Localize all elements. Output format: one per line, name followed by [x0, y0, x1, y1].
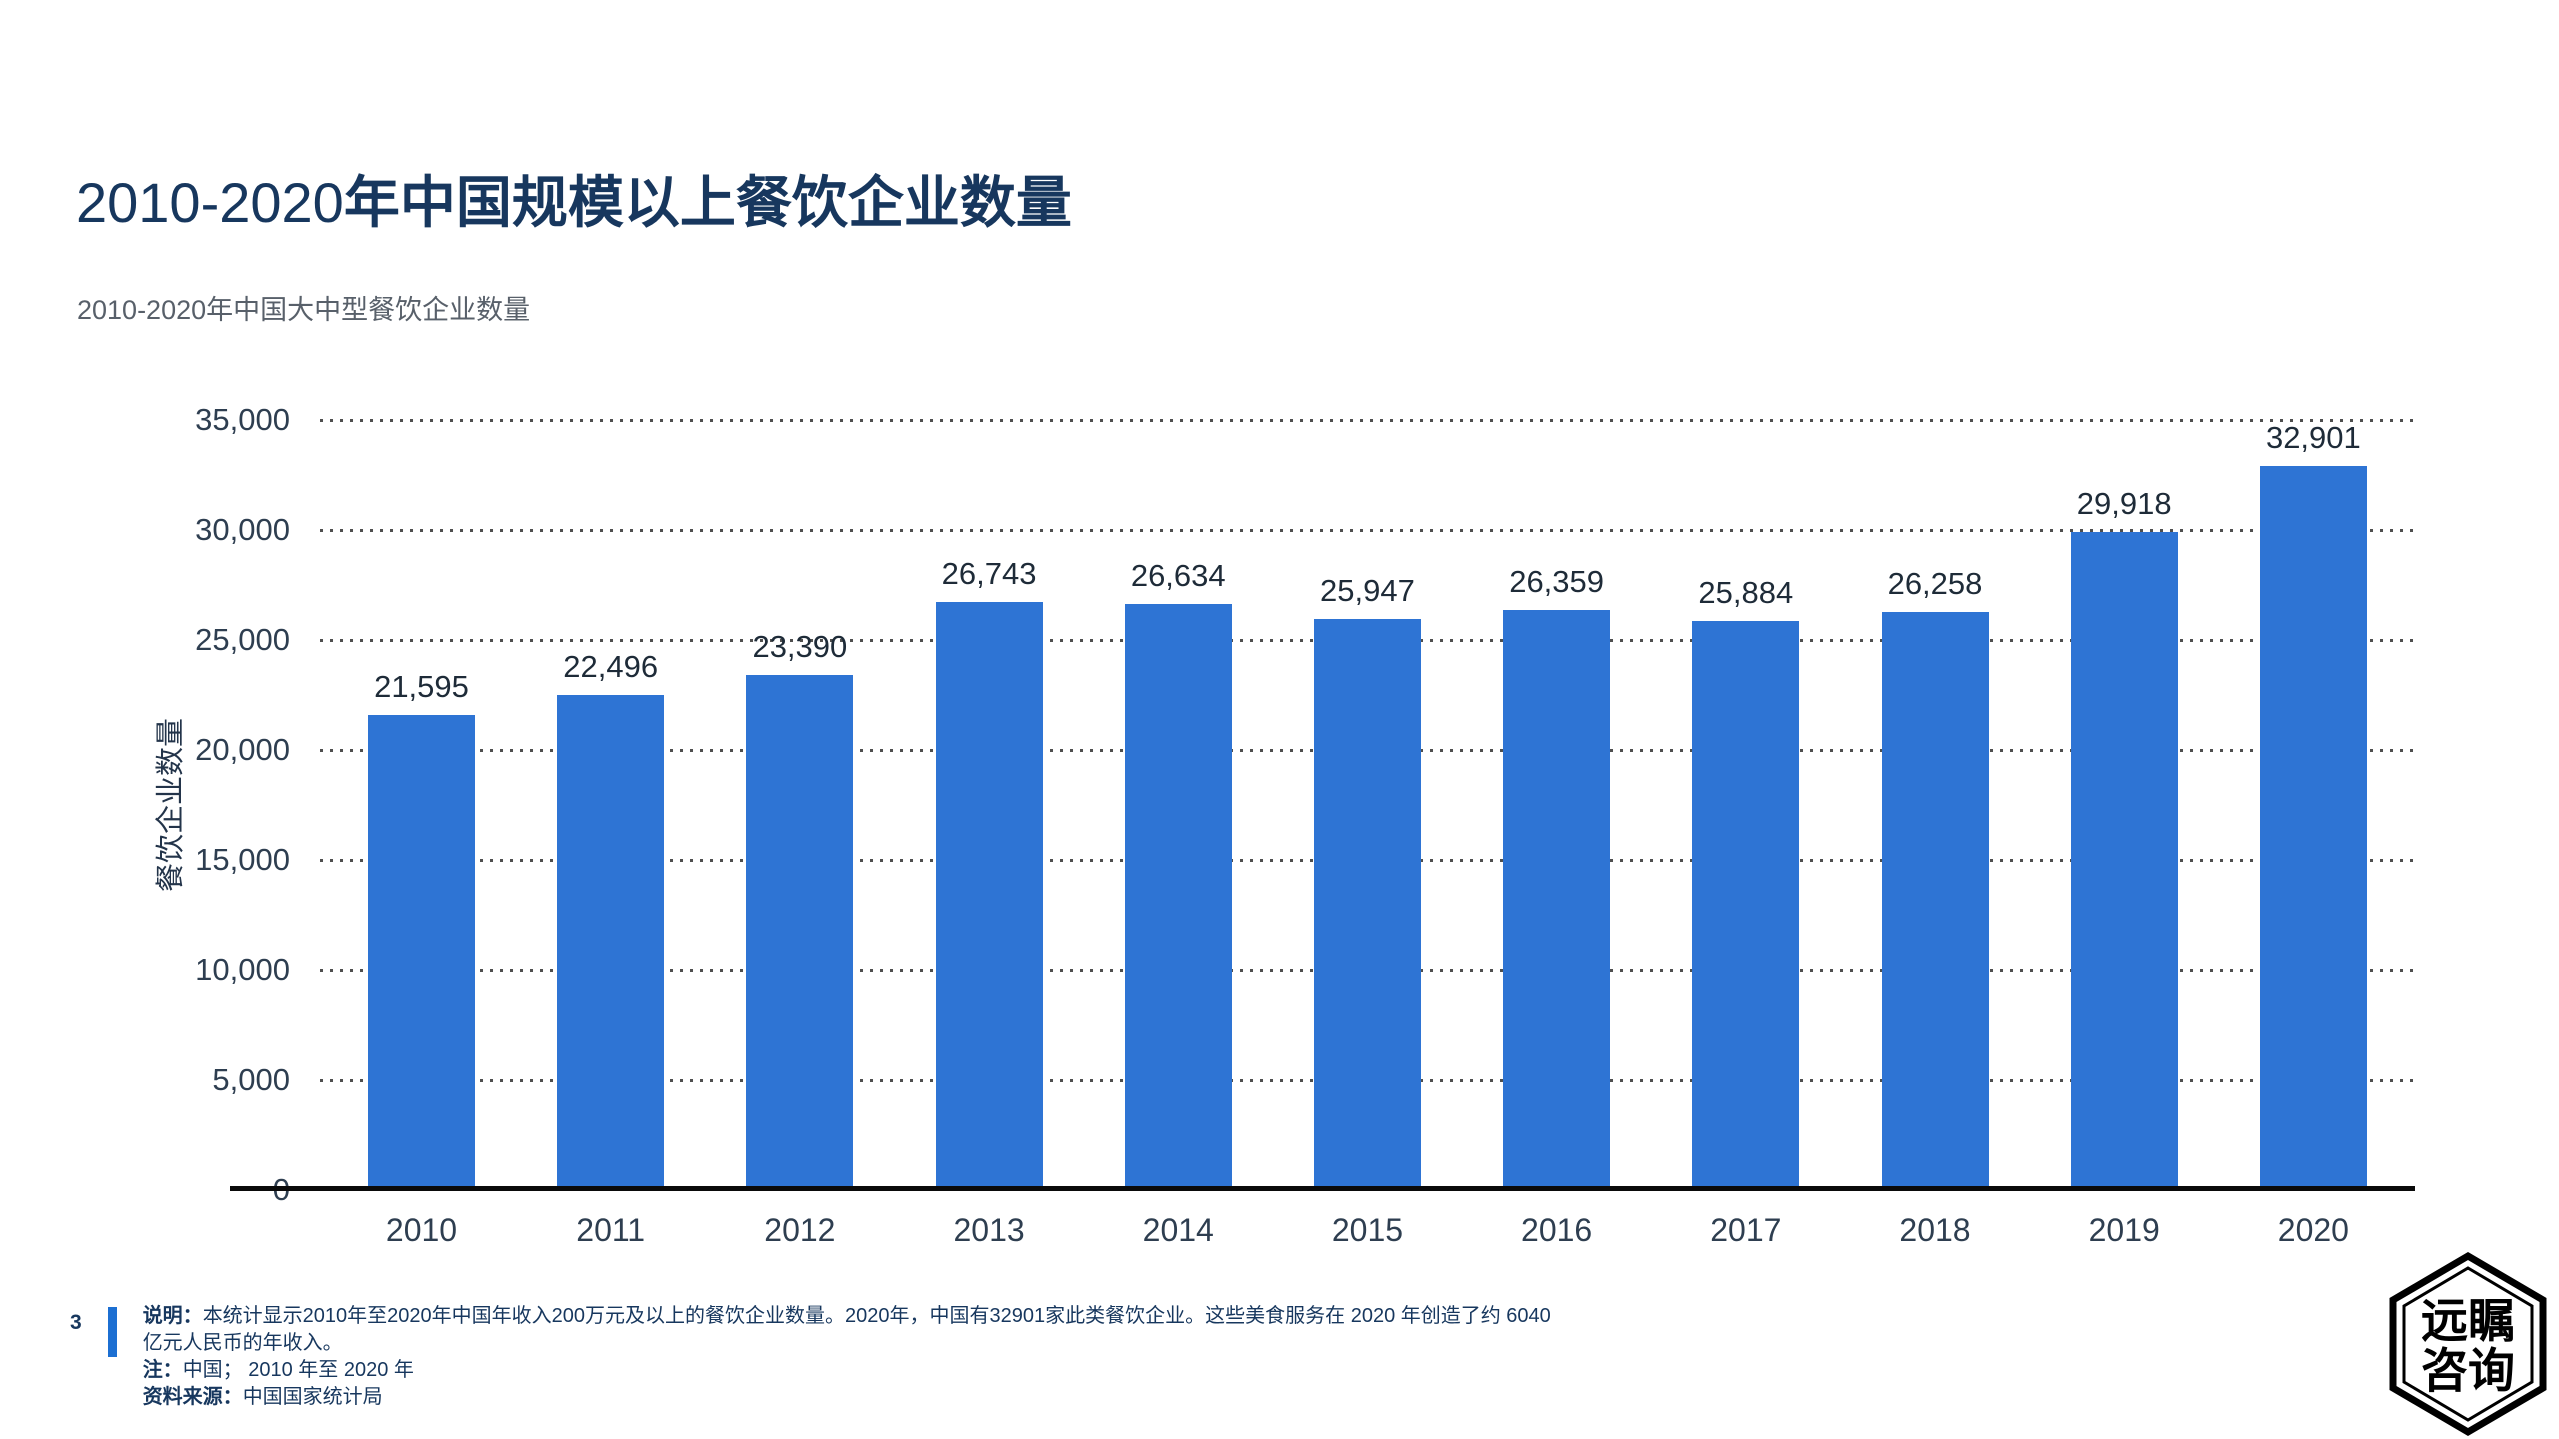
- bar-group-2017: 25,884: [1692, 574, 1800, 1190]
- source-text: 中国国家统计局: [242, 1386, 383, 1408]
- page-title-text: 年中国规模以上餐饮企业数量: [343, 171, 1072, 234]
- bar-value-label-2018: 26,258: [1887, 566, 1983, 602]
- note-line: 说明：本统计显示2010年至2020年中国年收入200万元及以上的餐饮企业数量。…: [143, 1303, 1563, 1357]
- bar-2016: [1503, 610, 1611, 1190]
- bar-value-label-2014: 26,634: [1130, 558, 1226, 594]
- bar-value-label-2012: 23,390: [752, 629, 848, 665]
- footer-accent-bar: [107, 1307, 117, 1357]
- bar-2014: [1124, 604, 1232, 1190]
- bar-2018: [1881, 612, 1989, 1190]
- bar-group-2020: 32,901: [2259, 420, 2367, 1190]
- bar-value-label-2013: 26,743: [941, 555, 1037, 591]
- y-axis-tick-labels: 05,00010,00015,00020,00025,00030,00035,0…: [120, 403, 290, 1207]
- logo-text-line2: 咨询: [2421, 1344, 2515, 1399]
- logo-hexagon-inner: [2402, 1266, 2534, 1422]
- bar-group-2015: 25,947: [1313, 573, 1421, 1190]
- x-tick-2019: 2019: [2088, 1212, 2160, 1248]
- y-tick-label-35,000: 35,000: [195, 402, 290, 437]
- y-tick-label-5,000: 5,000: [212, 1062, 290, 1097]
- page-number: 3: [70, 1311, 82, 1334]
- bar-2011: [557, 695, 665, 1190]
- y-tick-label-15,000: 15,000: [195, 842, 290, 877]
- y-tick-label-20,000: 20,000: [195, 732, 290, 767]
- bar-value-label-2015: 25,947: [1320, 573, 1415, 609]
- bar-2012: [746, 675, 854, 1190]
- bar-group-2016: 26,359: [1503, 564, 1611, 1190]
- x-tick-2013: 2013: [953, 1212, 1025, 1248]
- x-tick-2018: 2018: [1899, 1212, 1971, 1248]
- note-label: 说明：: [142, 1305, 203, 1327]
- y-tick-label-30,000: 30,000: [195, 512, 290, 547]
- page-subtitle: 2010-2020年中国大中型餐饮企业数量: [77, 295, 531, 325]
- bar-2010: [368, 714, 475, 1190]
- x-tick-2020: 2020: [2277, 1212, 2349, 1248]
- y-tick-label-10,000: 10,000: [195, 952, 290, 987]
- scope-line: 注：中国； 2010 年至 2020 年: [143, 1357, 1563, 1384]
- footer: 3 说明：本统计显示2010年至2020年中国年收入200万元及以上的餐饮企业数…: [70, 1303, 1563, 1411]
- footer-notes: 说明：本统计显示2010年至2020年中国年收入200万元及以上的餐饮企业数量。…: [143, 1303, 1563, 1411]
- bar-value-label-2010: 21,595: [374, 668, 469, 704]
- bar-2017: [1692, 620, 1800, 1190]
- bar-value-label-2020: 32,901: [2265, 420, 2361, 456]
- y-tick-label-25,000: 25,000: [195, 622, 290, 657]
- bar-value-label-2011: 22,496: [563, 649, 659, 685]
- bar-group-2010: 21,595: [368, 669, 475, 1190]
- logo-hexagon-outer: [2389, 1251, 2547, 1437]
- bar-group-2014: 26,634: [1124, 558, 1232, 1190]
- x-tick-2010: 2010: [385, 1212, 458, 1248]
- source-line: 资料来源：中国国家统计局: [143, 1384, 1563, 1411]
- bar-series: 21,595 22,496 23,390 26,743 26,634 25,947 26,3…: [320, 420, 2415, 1190]
- bar-group-2013: 26,743: [935, 555, 1043, 1190]
- gridline-30,000: [320, 529, 2415, 532]
- logo-text-line1: 远瞩: [2421, 1294, 2515, 1349]
- bar-chart-plot-area: 21,595 22,496 23,390 26,743 26,634 25,947 26,3…: [320, 419, 2415, 1190]
- x-tick-2011: 2011: [576, 1212, 646, 1248]
- x-tick-2014: 2014: [1142, 1212, 1214, 1248]
- x-axis-tick-labels: 2010 2011 2012 2013 2014 2015 2016 2017 2018 2019…: [320, 1212, 2415, 1249]
- bar-value-label-2017: 25,884: [1698, 574, 1794, 610]
- x-tick-2016: 2016: [1521, 1212, 1593, 1248]
- page-title-years: 2010-2020: [76, 171, 344, 234]
- gridline-35,000: [320, 419, 2415, 422]
- bar-group-2018: 26,258: [1881, 566, 1989, 1190]
- bar-group-2019: 29,918: [2070, 485, 2178, 1190]
- bar-2015: [1313, 619, 1421, 1190]
- bar-value-label-2019: 29,918: [2076, 485, 2172, 521]
- bar-2020: [2259, 466, 2367, 1190]
- bar-2019: [2070, 531, 2178, 1190]
- x-tick-2017: 2017: [1710, 1212, 1782, 1248]
- x-tick-2015: 2015: [1331, 1212, 1404, 1248]
- note-text: 本统计显示2010年至2020年中国年收入200万元及以上的餐饮企业数量。202…: [142, 1305, 1551, 1354]
- bar-value-label-2016: 26,359: [1509, 564, 1605, 600]
- source-label: 资料来源：: [142, 1386, 243, 1408]
- bar-group-2011: 22,496: [557, 649, 665, 1190]
- bar-2013: [935, 601, 1043, 1190]
- x-axis-line: [230, 1186, 2415, 1191]
- bar-group-2012: 23,390: [746, 629, 854, 1190]
- scope-text: 中国； 2010 年至 2020 年: [182, 1359, 414, 1381]
- page-title: 2010-2020年中国规模以上餐饮企业数量: [76, 158, 1072, 239]
- company-logo: 远瞩 咨询: [2389, 1251, 2547, 1437]
- x-tick-2012: 2012: [764, 1212, 836, 1248]
- scope-label: 注：: [142, 1359, 183, 1381]
